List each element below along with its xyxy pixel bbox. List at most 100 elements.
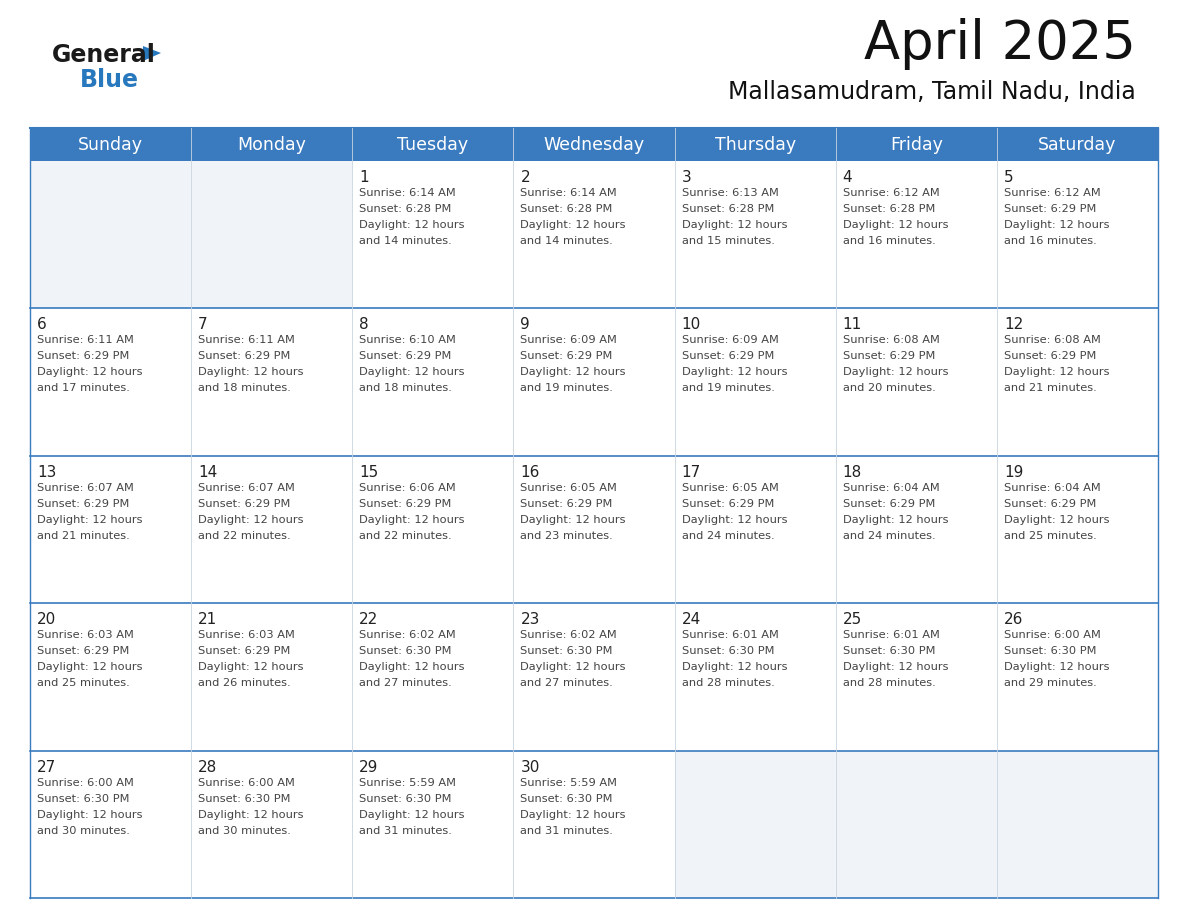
- Bar: [835, 161, 997, 308]
- Text: 1: 1: [359, 170, 369, 185]
- Bar: [513, 603, 675, 751]
- Text: Daylight: 12 hours: Daylight: 12 hours: [359, 515, 465, 525]
- Text: 2: 2: [520, 170, 530, 185]
- Text: and 31 minutes.: and 31 minutes.: [359, 825, 453, 835]
- Text: Sunset: 6:30 PM: Sunset: 6:30 PM: [359, 793, 451, 803]
- Bar: [513, 751, 675, 898]
- Text: 7: 7: [198, 318, 208, 332]
- Text: and 27 minutes.: and 27 minutes.: [520, 678, 613, 688]
- Text: 22: 22: [359, 612, 379, 627]
- Bar: [513, 456, 675, 603]
- Text: Sunset: 6:29 PM: Sunset: 6:29 PM: [1004, 498, 1097, 509]
- Text: 3: 3: [682, 170, 691, 185]
- Bar: [835, 456, 997, 603]
- Text: 14: 14: [198, 465, 217, 480]
- Text: Sunrise: 6:02 AM: Sunrise: 6:02 AM: [520, 630, 618, 640]
- Text: Daylight: 12 hours: Daylight: 12 hours: [682, 515, 788, 525]
- Text: and 23 minutes.: and 23 minutes.: [520, 531, 613, 541]
- Text: Sunrise: 6:01 AM: Sunrise: 6:01 AM: [842, 630, 940, 640]
- Bar: [835, 751, 997, 898]
- Bar: [30, 308, 191, 456]
- Bar: [997, 308, 1158, 456]
- Text: Daylight: 12 hours: Daylight: 12 hours: [198, 810, 304, 820]
- Text: Sunrise: 6:11 AM: Sunrise: 6:11 AM: [198, 335, 295, 345]
- Text: Sunset: 6:29 PM: Sunset: 6:29 PM: [842, 498, 935, 509]
- Text: Sunset: 6:30 PM: Sunset: 6:30 PM: [37, 793, 129, 803]
- Text: Sunset: 6:29 PM: Sunset: 6:29 PM: [198, 646, 291, 656]
- Text: Blue: Blue: [80, 68, 139, 92]
- Text: Sunset: 6:28 PM: Sunset: 6:28 PM: [359, 204, 451, 214]
- Text: Daylight: 12 hours: Daylight: 12 hours: [198, 662, 304, 672]
- Text: and 16 minutes.: and 16 minutes.: [1004, 236, 1097, 246]
- Bar: [353, 751, 513, 898]
- Text: Daylight: 12 hours: Daylight: 12 hours: [359, 810, 465, 820]
- Text: April 2025: April 2025: [864, 18, 1136, 70]
- Text: 21: 21: [198, 612, 217, 627]
- Text: Mallasamudram, Tamil Nadu, India: Mallasamudram, Tamil Nadu, India: [728, 80, 1136, 104]
- Text: Daylight: 12 hours: Daylight: 12 hours: [682, 220, 788, 230]
- Text: Sunset: 6:29 PM: Sunset: 6:29 PM: [1004, 204, 1097, 214]
- Text: Sunset: 6:30 PM: Sunset: 6:30 PM: [1004, 646, 1097, 656]
- Text: Sunday: Sunday: [78, 136, 143, 153]
- Text: Sunset: 6:29 PM: Sunset: 6:29 PM: [359, 352, 451, 362]
- Text: Saturday: Saturday: [1038, 136, 1117, 153]
- Bar: [353, 603, 513, 751]
- Text: 24: 24: [682, 612, 701, 627]
- Text: and 15 minutes.: and 15 minutes.: [682, 236, 775, 246]
- Text: Sunrise: 6:07 AM: Sunrise: 6:07 AM: [198, 483, 295, 493]
- Text: and 25 minutes.: and 25 minutes.: [1004, 531, 1097, 541]
- Bar: [30, 751, 191, 898]
- Text: Sunrise: 6:08 AM: Sunrise: 6:08 AM: [842, 335, 940, 345]
- Text: Sunset: 6:29 PM: Sunset: 6:29 PM: [198, 498, 291, 509]
- Text: and 28 minutes.: and 28 minutes.: [682, 678, 775, 688]
- Text: and 25 minutes.: and 25 minutes.: [37, 678, 129, 688]
- Text: and 28 minutes.: and 28 minutes.: [842, 678, 935, 688]
- Text: 23: 23: [520, 612, 539, 627]
- Text: Sunset: 6:30 PM: Sunset: 6:30 PM: [842, 646, 935, 656]
- Text: Daylight: 12 hours: Daylight: 12 hours: [198, 515, 304, 525]
- Text: and 24 minutes.: and 24 minutes.: [682, 531, 775, 541]
- Text: 11: 11: [842, 318, 862, 332]
- Bar: [353, 308, 513, 456]
- Bar: [997, 161, 1158, 308]
- Text: Sunrise: 6:14 AM: Sunrise: 6:14 AM: [359, 188, 456, 198]
- Bar: [997, 603, 1158, 751]
- Text: Sunset: 6:29 PM: Sunset: 6:29 PM: [682, 498, 773, 509]
- Bar: [30, 456, 191, 603]
- Text: and 16 minutes.: and 16 minutes.: [842, 236, 935, 246]
- Text: Thursday: Thursday: [714, 136, 796, 153]
- Bar: [997, 751, 1158, 898]
- Text: and 24 minutes.: and 24 minutes.: [842, 531, 935, 541]
- Text: and 30 minutes.: and 30 minutes.: [198, 825, 291, 835]
- Text: Sunset: 6:30 PM: Sunset: 6:30 PM: [520, 793, 613, 803]
- Text: and 29 minutes.: and 29 minutes.: [1004, 678, 1097, 688]
- Bar: [30, 603, 191, 751]
- Text: Sunset: 6:29 PM: Sunset: 6:29 PM: [37, 646, 129, 656]
- Text: Sunrise: 6:04 AM: Sunrise: 6:04 AM: [842, 483, 940, 493]
- Text: and 21 minutes.: and 21 minutes.: [1004, 384, 1097, 394]
- Text: General: General: [52, 43, 156, 67]
- Text: Daylight: 12 hours: Daylight: 12 hours: [842, 662, 948, 672]
- Text: and 18 minutes.: and 18 minutes.: [359, 384, 453, 394]
- Bar: [191, 308, 353, 456]
- Bar: [353, 456, 513, 603]
- Text: Sunrise: 6:03 AM: Sunrise: 6:03 AM: [37, 630, 134, 640]
- Text: Sunset: 6:29 PM: Sunset: 6:29 PM: [359, 498, 451, 509]
- Text: Sunset: 6:29 PM: Sunset: 6:29 PM: [682, 352, 773, 362]
- Text: Sunrise: 6:09 AM: Sunrise: 6:09 AM: [520, 335, 618, 345]
- Text: Daylight: 12 hours: Daylight: 12 hours: [37, 367, 143, 377]
- Text: 20: 20: [37, 612, 56, 627]
- Text: 26: 26: [1004, 612, 1023, 627]
- Text: and 26 minutes.: and 26 minutes.: [198, 678, 291, 688]
- Text: Sunrise: 6:01 AM: Sunrise: 6:01 AM: [682, 630, 778, 640]
- Text: Sunrise: 6:05 AM: Sunrise: 6:05 AM: [520, 483, 618, 493]
- Text: 19: 19: [1004, 465, 1023, 480]
- Text: and 31 minutes.: and 31 minutes.: [520, 825, 613, 835]
- Text: Daylight: 12 hours: Daylight: 12 hours: [520, 810, 626, 820]
- Text: 16: 16: [520, 465, 539, 480]
- Text: Daylight: 12 hours: Daylight: 12 hours: [198, 367, 304, 377]
- Bar: [675, 603, 835, 751]
- Text: and 22 minutes.: and 22 minutes.: [359, 531, 451, 541]
- Text: Sunset: 6:29 PM: Sunset: 6:29 PM: [198, 352, 291, 362]
- Text: Sunset: 6:30 PM: Sunset: 6:30 PM: [682, 646, 775, 656]
